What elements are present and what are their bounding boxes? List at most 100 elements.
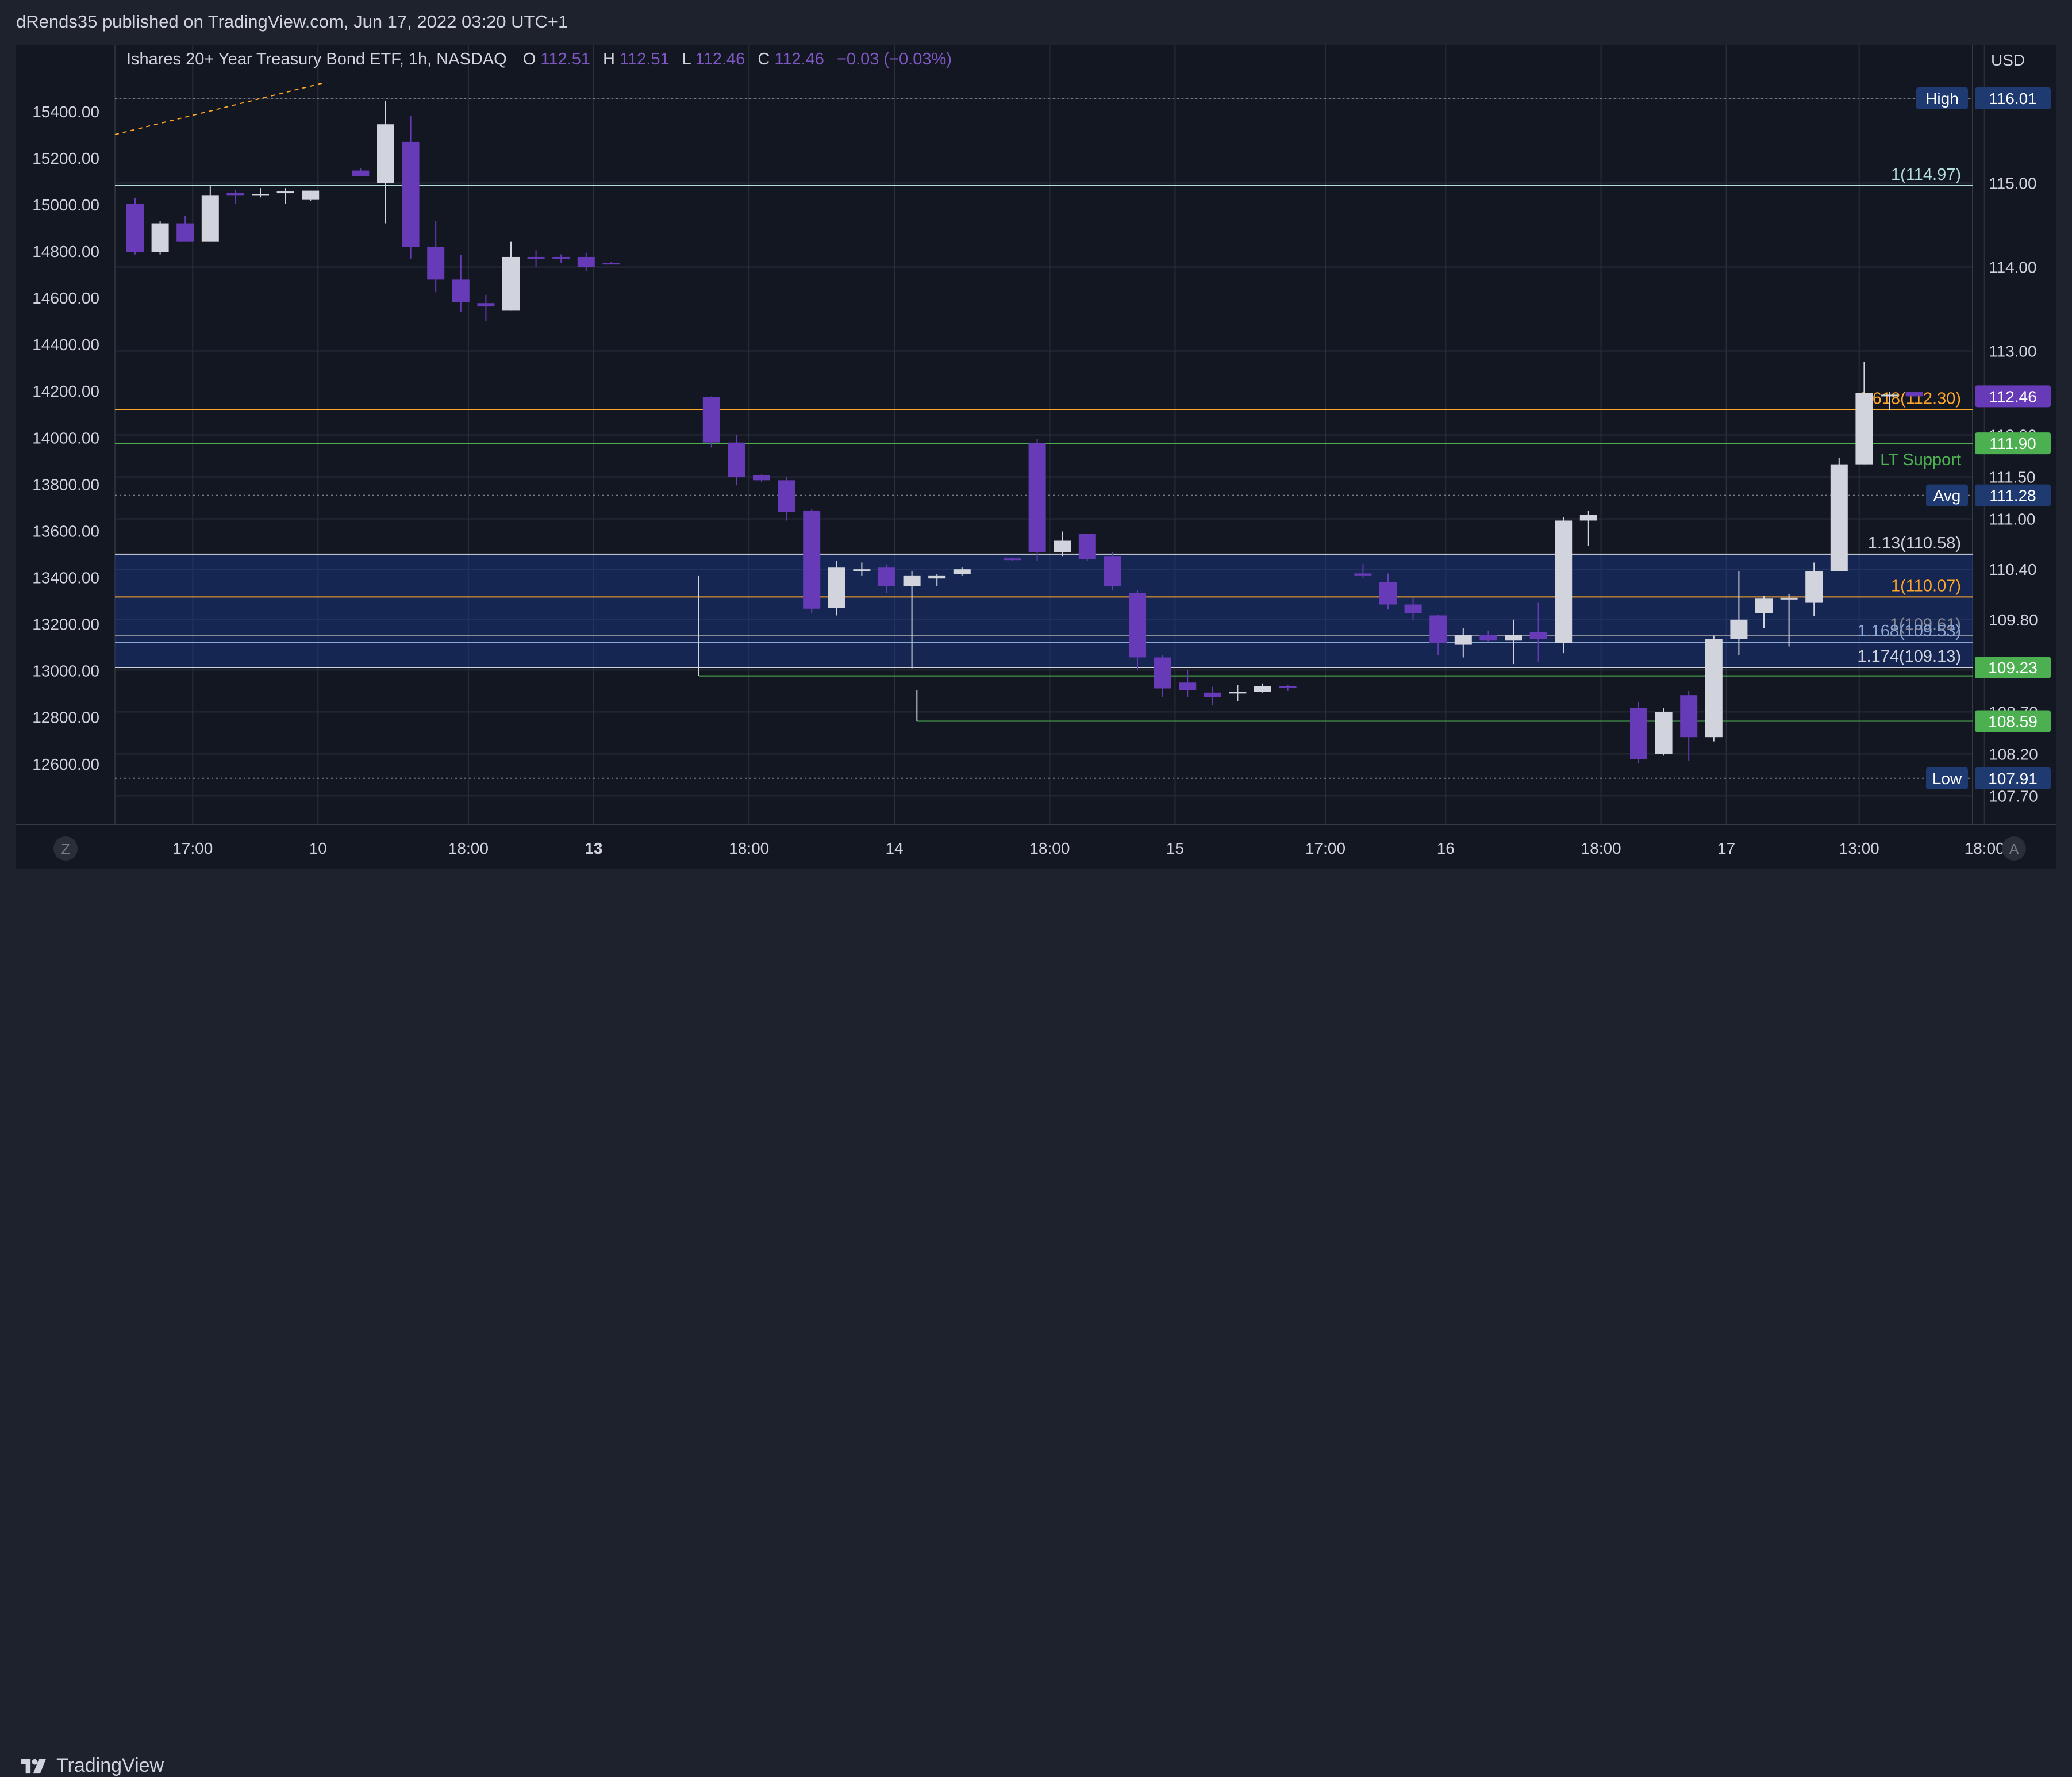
candle-body[interactable]	[252, 194, 269, 196]
candle-body[interactable]	[1905, 392, 1923, 397]
low-tag[interactable]	[1975, 767, 2051, 789]
footer-bar: TradingView	[0, 869, 2072, 1776]
candle-body[interactable]	[1379, 582, 1397, 605]
candle-body[interactable]	[1104, 556, 1121, 586]
candle-body[interactable]	[402, 141, 420, 247]
candle-body[interactable]	[1705, 639, 1723, 738]
candle-body[interactable]	[1805, 571, 1823, 603]
last-price-tag[interactable]	[1975, 385, 2051, 408]
orange-trend-line[interactable]	[114, 82, 327, 135]
candle-body[interactable]	[853, 569, 871, 571]
green-low-tag[interactable]	[1975, 710, 2051, 732]
candle-body[interactable]	[1505, 635, 1522, 641]
candle-body[interactable]	[1555, 520, 1573, 643]
candle-body[interactable]	[1004, 558, 1021, 561]
candle-body[interactable]	[702, 397, 720, 443]
fib-113-label: 1.13(110.58)	[1868, 534, 1961, 552]
candle-body[interactable]	[1454, 635, 1472, 645]
legend-l-value: 112.46	[695, 50, 745, 68]
candle-body[interactable]	[1254, 686, 1271, 692]
candle-body[interactable]	[577, 256, 595, 267]
candle-body[interactable]	[1755, 598, 1773, 613]
candle-body[interactable]	[1429, 615, 1447, 643]
candle-body[interactable]	[201, 195, 219, 242]
candle-body[interactable]	[352, 170, 370, 176]
fib-1174-label: 1.174(109.13)	[1857, 647, 1961, 666]
candle-body[interactable]	[1078, 534, 1096, 559]
candle-body[interactable]	[1229, 692, 1247, 694]
candle-body[interactable]	[878, 567, 895, 586]
auto-scale-a-button[interactable]: A	[2002, 836, 2026, 861]
candle-body[interactable]	[778, 480, 795, 512]
candle-body[interactable]	[1404, 604, 1422, 613]
legend-h-label: H	[603, 50, 615, 68]
candle-body[interactable]	[1780, 597, 1798, 600]
time-axis-tick-label: 18:00	[448, 839, 489, 857]
candle-body[interactable]	[552, 256, 570, 259]
candle-body[interactable]	[502, 256, 520, 311]
time-axis-tick-label: 15	[1166, 839, 1184, 857]
candle-body[interactable]	[1204, 692, 1221, 697]
svg-text:Ishares 20+ Year Treasury Bond: Ishares 20+ Year Treasury Bond ETF, 1h, …	[126, 50, 952, 68]
candle-body[interactable]	[1179, 682, 1197, 690]
candle-body[interactable]	[452, 279, 470, 302]
candle-body[interactable]	[151, 223, 169, 252]
left-axis-tick-label: 13200.00	[32, 616, 99, 634]
candle-body[interactable]	[1529, 632, 1547, 639]
candle-body[interactable]	[527, 256, 545, 259]
right-price-axis[interactable]: 116.01115.00114.00113.00112.00111.50111.…	[1916, 87, 2051, 805]
candle-body[interactable]	[602, 263, 620, 265]
candle-body[interactable]	[477, 303, 495, 307]
candle-body[interactable]	[276, 191, 294, 194]
tradingview-brand[interactable]: TradingView	[16, 1755, 164, 1777]
high-tag[interactable]	[1975, 87, 2051, 109]
chart-svg[interactable]: 1(114.97)0.618(112.30)LT Support1.13(110…	[16, 45, 2056, 869]
low-tag-badge-label: Low	[1932, 770, 1962, 788]
candle-body[interactable]	[176, 223, 194, 242]
candle-body[interactable]	[126, 204, 144, 252]
time-axis-tick-label: 13:00	[1839, 839, 1879, 857]
time-axis[interactable]: 17:00 10 18:00 13 18:00 14 18:00 15 17:00 16 18:00…	[172, 839, 2004, 857]
candle-body[interactable]	[1028, 443, 1046, 552]
candle-body[interactable]	[1479, 635, 1497, 641]
avg-tag-value: 111.28	[1989, 487, 2036, 505]
candle-body[interactable]	[1855, 393, 1873, 465]
candle-body[interactable]	[828, 567, 845, 608]
left-axis-tick-label: 14600.00	[32, 289, 99, 307]
candle-body[interactable]	[928, 575, 946, 579]
candle-body[interactable]	[753, 475, 770, 481]
candle-body[interactable]	[226, 193, 244, 196]
candle-body[interactable]	[1279, 686, 1297, 688]
candle-body[interactable]	[1054, 540, 1071, 552]
candle-body[interactable]	[728, 442, 745, 477]
candle-body[interactable]	[1579, 515, 1597, 521]
candle-body[interactable]	[1354, 573, 1372, 576]
candle-body[interactable]	[427, 247, 445, 280]
candle-body[interactable]	[953, 569, 971, 574]
legend-o-value: 112.51	[540, 50, 590, 68]
candle-body[interactable]	[1830, 464, 1848, 571]
candle-body[interactable]	[803, 510, 821, 609]
candle-body[interactable]	[1680, 695, 1698, 738]
grid-layer	[16, 45, 2056, 825]
symbol-legend: Ishares 20+ Year Treasury Bond ETF, 1h, …	[126, 50, 952, 68]
candle-body[interactable]	[377, 124, 394, 183]
left-axis[interactable]: 15400.00 15200.00 15000.00 14800.00 14600.00…	[32, 103, 99, 773]
candle-body[interactable]	[1154, 657, 1171, 689]
support-low-tag[interactable]	[1975, 657, 2051, 678]
candle-body[interactable]	[1730, 619, 1748, 639]
chart-frame[interactable]: 1(114.97) 0.618(112.30) LT Support 1.13(110…	[16, 45, 2056, 869]
low-tag-value: 107.91	[1988, 770, 2038, 788]
high-tag-value: 116.01	[1989, 90, 2037, 108]
candle-body[interactable]	[903, 575, 921, 586]
candle-body[interactable]	[302, 190, 320, 200]
avg-tag[interactable]	[1975, 484, 2051, 506]
support-tag[interactable]	[1975, 432, 2051, 455]
candle-body[interactable]	[1630, 708, 1647, 759]
candle-body[interactable]	[1655, 712, 1673, 754]
candle-body[interactable]	[1881, 394, 1898, 397]
scale-mode-z-button[interactable]: Z	[53, 836, 78, 861]
time-axis-tick-label: 17:00	[1305, 839, 1346, 857]
candle-body[interactable]	[1129, 593, 1146, 658]
left-axis-tick-label: 14400.00	[32, 336, 99, 354]
